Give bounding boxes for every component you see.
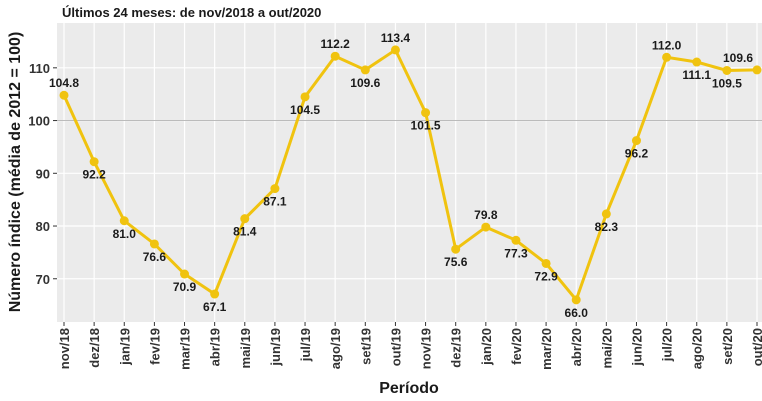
x-axis-title: Período — [379, 380, 439, 397]
x-tick-label: set/20 — [720, 328, 735, 365]
x-tick-label: mar/20 — [539, 328, 554, 370]
x-tick-label: nov/19 — [419, 328, 434, 369]
data-point — [210, 289, 220, 299]
y-axis-title: Número índice (média de 2012 = 100) — [7, 32, 24, 313]
y-tick-label: 90 — [36, 166, 50, 181]
x-tick-label: ago/20 — [690, 328, 705, 369]
data-point — [662, 52, 672, 62]
y-tick-label: 70 — [36, 272, 50, 287]
x-tick-label: mar/19 — [178, 328, 193, 370]
value-label: 81.4 — [233, 225, 257, 239]
value-label: 75.6 — [444, 255, 468, 269]
x-tick-label: jun/19 — [268, 328, 283, 367]
data-line — [62, 47, 758, 303]
data-point — [571, 295, 581, 305]
data-point — [451, 244, 461, 254]
data-point — [149, 239, 159, 249]
data-point — [300, 92, 310, 102]
x-tick-label: out/19 — [388, 328, 403, 366]
y-tick-label: 110 — [29, 61, 50, 76]
x-tick-label: jun/20 — [629, 328, 644, 367]
y-tick-label: 100 — [28, 114, 50, 129]
data-point — [631, 136, 641, 146]
value-label: 82.3 — [595, 220, 619, 234]
x-tick-label: jan/20 — [479, 328, 494, 366]
data-point — [511, 235, 521, 245]
x-tick-label: mai/19 — [238, 328, 253, 368]
value-label: 79.8 — [474, 208, 498, 222]
x-tick-label: jul/19 — [298, 328, 313, 362]
data-point — [89, 157, 99, 167]
x-tick-label: abr/20 — [569, 328, 584, 366]
data-point — [541, 258, 551, 268]
data-point — [270, 184, 280, 194]
x-tick-label: fev/20 — [509, 328, 524, 365]
x-tick-label: nov/18 — [57, 328, 72, 369]
value-label: 76.6 — [143, 250, 167, 264]
value-label: 104.5 — [290, 103, 320, 117]
data-point — [330, 51, 340, 61]
data-point — [59, 90, 69, 100]
data-point — [390, 45, 400, 55]
value-label: 111.1 — [682, 68, 711, 82]
data-point — [360, 65, 370, 75]
y-tick-label: 80 — [36, 219, 50, 234]
value-label: 70.9 — [173, 280, 197, 294]
value-label: 87.1 — [263, 195, 287, 209]
x-tick-label: abr/19 — [208, 328, 223, 366]
x-tick-label: jul/20 — [660, 328, 675, 362]
value-label: 81.0 — [113, 227, 137, 241]
value-label: 66.0 — [565, 306, 589, 320]
data-point — [119, 216, 129, 226]
data-point — [180, 269, 190, 279]
value-label: 112.2 — [320, 37, 350, 51]
chart-subtitle: Últimos 24 meses: de nov/2018 a out/2020 — [62, 5, 321, 20]
plot-background — [57, 23, 762, 322]
value-label: 112.0 — [652, 38, 682, 52]
value-label: 72.9 — [534, 269, 558, 283]
data-point — [601, 209, 611, 219]
data-point — [692, 57, 702, 67]
value-label: 113.4 — [381, 31, 411, 45]
x-tick-label: fev/19 — [147, 328, 162, 365]
x-tick-label: out/20 — [750, 328, 762, 366]
value-label: 109.6 — [723, 51, 753, 65]
data-point — [481, 222, 491, 232]
value-label: 77.3 — [504, 246, 528, 260]
x-tick-label: jan/19 — [117, 328, 132, 366]
x-tick-label: dez/19 — [449, 328, 464, 368]
data-point — [240, 214, 250, 224]
value-label: 101.5 — [411, 119, 441, 133]
x-tick-label: ago/19 — [328, 328, 343, 369]
value-label: 96.2 — [625, 147, 649, 161]
x-tick-label: set/19 — [358, 328, 373, 365]
x-tick-label: mai/20 — [599, 328, 614, 368]
value-label: 104.8 — [49, 76, 79, 90]
value-label: 92.2 — [82, 168, 106, 182]
data-point — [421, 108, 431, 118]
value-label: 109.6 — [350, 76, 380, 90]
x-tick-label: dez/18 — [87, 328, 102, 368]
value-label: 109.5 — [712, 76, 742, 90]
value-label: 67.1 — [203, 300, 227, 314]
data-point — [722, 65, 732, 75]
data-point — [752, 65, 762, 75]
